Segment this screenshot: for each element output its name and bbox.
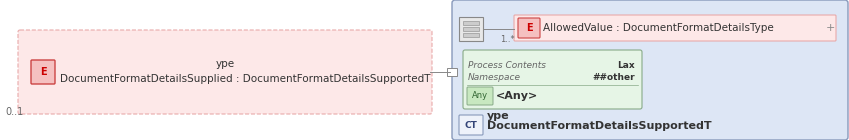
Text: Lax: Lax — [617, 61, 635, 71]
FancyBboxPatch shape — [18, 30, 432, 114]
FancyBboxPatch shape — [452, 0, 848, 140]
FancyBboxPatch shape — [459, 17, 483, 41]
Text: 1..*: 1..* — [500, 35, 514, 44]
Text: E: E — [526, 23, 532, 33]
Text: DocumentFormatDetailsSupportedT: DocumentFormatDetailsSupportedT — [487, 121, 711, 131]
FancyBboxPatch shape — [467, 87, 493, 105]
FancyBboxPatch shape — [514, 15, 836, 41]
FancyBboxPatch shape — [463, 33, 479, 37]
Text: Any: Any — [472, 92, 488, 101]
Text: Namespace: Namespace — [468, 74, 521, 82]
Text: Process Contents: Process Contents — [468, 61, 546, 71]
FancyBboxPatch shape — [463, 21, 479, 25]
Text: DocumentFormatDetailsSupplied : DocumentFormatDetailsSupportedT: DocumentFormatDetailsSupplied : Document… — [60, 74, 430, 84]
Text: +: + — [825, 23, 835, 33]
FancyBboxPatch shape — [31, 60, 55, 84]
FancyBboxPatch shape — [447, 68, 457, 76]
Text: E: E — [40, 67, 47, 77]
FancyBboxPatch shape — [518, 18, 540, 38]
Text: ype: ype — [216, 59, 234, 69]
Text: <Any>: <Any> — [496, 91, 538, 101]
Text: ype: ype — [487, 111, 509, 121]
Text: 0..1: 0..1 — [5, 107, 23, 117]
FancyBboxPatch shape — [463, 27, 479, 31]
Text: AllowedValue : DocumentFormatDetailsType: AllowedValue : DocumentFormatDetailsType — [543, 23, 773, 33]
FancyBboxPatch shape — [463, 50, 642, 109]
FancyBboxPatch shape — [459, 115, 483, 135]
Text: ##other: ##other — [593, 74, 635, 82]
Text: CT: CT — [464, 121, 477, 130]
